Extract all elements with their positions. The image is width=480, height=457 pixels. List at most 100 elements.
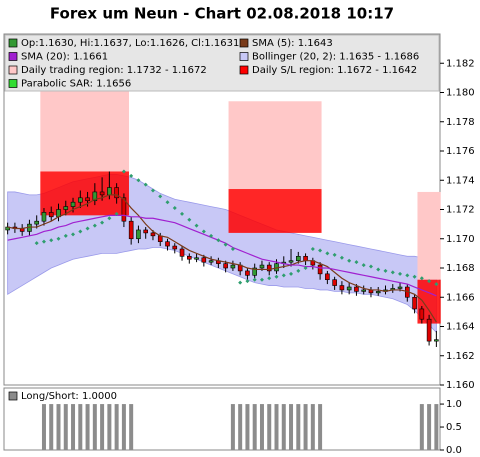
candle-body (296, 255, 301, 261)
candle-body (92, 191, 98, 202)
sar-dot (129, 173, 134, 178)
legend-swatch (239, 65, 249, 75)
candle-body (375, 291, 381, 294)
sar-dot (347, 258, 352, 263)
legend-swatch (8, 38, 18, 48)
y-tick-label: 1.0 (446, 399, 462, 410)
bar (41, 404, 46, 450)
sar-dot (405, 273, 410, 278)
sar-dot (390, 270, 395, 275)
region (40, 171, 129, 216)
sar-dot (398, 271, 403, 276)
bar (56, 404, 61, 450)
candle-body (34, 220, 39, 225)
bar (114, 404, 119, 450)
sar-dot (63, 233, 68, 238)
legend-label: SMA (20): 1.1661 (21, 52, 108, 63)
candle-body (41, 212, 47, 222)
bar (245, 404, 250, 450)
legend-label: Daily trading region: 1.1732 - 1.1672 (21, 65, 207, 76)
candle-body (412, 296, 417, 310)
legend-swatch (8, 391, 18, 401)
candle-body (194, 257, 199, 260)
bar (281, 404, 286, 450)
sar-dot (158, 194, 163, 199)
y-tick-label: 1.172 (446, 205, 475, 216)
candle-body (136, 229, 141, 240)
bar (71, 404, 76, 450)
bar (92, 404, 97, 450)
sar-dot (296, 268, 301, 273)
y-tick-label: 1.162 (446, 351, 475, 362)
chart-title: Forex um Neun - Chart 02.08.2018 10:17 (50, 5, 394, 23)
sar-dot (107, 216, 112, 221)
bar (100, 404, 105, 450)
y-tick-label: 1.160 (446, 380, 475, 391)
candle-body (70, 201, 76, 207)
sar-dot (245, 279, 250, 284)
candle-body (201, 257, 207, 263)
candle-body (288, 260, 294, 263)
sar-dot (172, 206, 177, 211)
legend-swatch (239, 38, 249, 48)
y-tick-label: 0.0 (446, 445, 462, 456)
sar-dot (259, 277, 264, 282)
candle-body (332, 279, 337, 286)
candle-body (325, 273, 330, 281)
sar-dot (41, 239, 46, 244)
bar (274, 404, 279, 450)
candle-body (223, 263, 228, 269)
candle-body (230, 264, 236, 269)
legend-swatch (8, 52, 18, 61)
bar (129, 404, 134, 450)
sar-dot (354, 260, 359, 265)
sar-dot (325, 251, 330, 256)
sar-dot (252, 277, 257, 282)
sar-dot (383, 268, 388, 273)
y-tick-label: 1.178 (446, 117, 475, 128)
candle-body (85, 197, 90, 202)
bar (427, 404, 432, 450)
legend-swatch (239, 52, 249, 61)
candle-body (78, 197, 83, 203)
candle-body (397, 286, 403, 289)
sar-dot (143, 182, 148, 187)
candle-body (114, 187, 119, 199)
bar (78, 404, 83, 450)
sar-dot (85, 226, 90, 231)
sar-dot (180, 211, 185, 216)
legend-label: Parabolic SAR: 1.1656 (21, 79, 131, 90)
candle-body (187, 255, 192, 260)
candle-body (165, 241, 170, 247)
legend-label: Long/Short: 1.0000 (21, 391, 117, 402)
candle-body (252, 267, 257, 276)
sar-dot (100, 220, 105, 225)
sar-dot (318, 248, 323, 253)
sar-dot (281, 273, 286, 278)
candle-body (303, 255, 308, 261)
candle-body (245, 270, 250, 276)
sar-dot (368, 264, 373, 269)
bar (267, 404, 272, 450)
candle-body (434, 339, 439, 342)
legend-box (4, 34, 440, 92)
region (228, 189, 322, 233)
bar (85, 404, 90, 450)
region (40, 83, 129, 172)
sar-dot (238, 280, 243, 285)
candle-body (172, 245, 178, 250)
sar-dot (71, 232, 76, 237)
sar-dot (209, 233, 214, 238)
y-tick-label: 1.180 (446, 88, 475, 99)
bar (252, 404, 257, 450)
bar (107, 404, 112, 450)
y-tick-label: 1.168 (446, 263, 475, 274)
sar-dot (34, 241, 39, 246)
sar-dot (419, 276, 424, 281)
candle-body (179, 248, 185, 257)
bar (121, 404, 126, 450)
sar-dot (92, 223, 97, 228)
indicator-line (7, 194, 437, 323)
bar (310, 404, 315, 450)
